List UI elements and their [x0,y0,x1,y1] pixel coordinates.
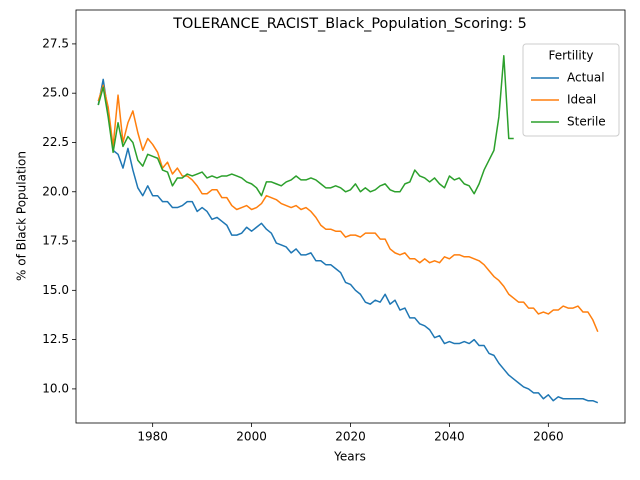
y-tick-label: 17.5 [42,234,69,248]
y-tick-label: 12.5 [42,332,69,346]
x-tick-label: 2040 [434,430,465,444]
data-line [97,84,599,333]
y-axis-label: % of Black Population [15,151,29,281]
legend-label: Actual [567,71,605,85]
x-axis-label: Years [333,450,366,464]
data-line [97,78,599,404]
y-tick-label: 25.0 [42,86,69,100]
x-tick-label: 2020 [335,430,366,444]
x-tick-label: 2060 [533,430,564,444]
legend-label: Sterile [567,115,606,129]
x-tick-label: 1980 [137,430,168,444]
chart-title: TOLERANCE_RACIST_Black_Population_Scorin… [172,16,527,32]
y-tick-label: 27.5 [42,36,69,50]
y-tick-label: 10.0 [42,381,69,395]
legend-title: Fertility [548,49,593,63]
data-line [97,54,514,197]
y-tick-label: 20.0 [42,184,69,198]
y-tick-label: 22.5 [42,135,69,149]
legend-box [522,43,620,137]
x-tick-label: 2000 [236,430,267,444]
legend-label: Ideal [567,93,596,107]
y-tick-label: 15.0 [42,283,69,297]
axes-frame [75,9,626,424]
